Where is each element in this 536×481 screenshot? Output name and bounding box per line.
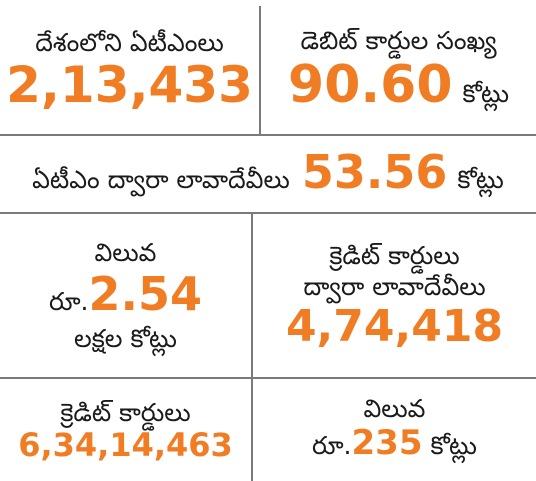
divider-col-bottom (251, 379, 253, 481)
value-left-row: రూ. 2.54 (49, 266, 202, 323)
atm-transactions-row: ఏటీఎం ద్వారా లావాదేవీలు 53.56 కోట్లు (32, 147, 504, 201)
divider-row-3 (0, 377, 536, 379)
atm-transactions-value: 53.56 (301, 145, 448, 199)
stat-debit-cards: డెబిట్ కార్డుల సంఖ్య 90.60 కోట్లు (261, 6, 536, 134)
credit-transactions-value: 4,74,418 (285, 300, 504, 352)
divider-row-2 (0, 212, 536, 214)
atm-transactions-label: ఏటీఎం ద్వారా లావాదేవీలు (32, 165, 290, 194)
debit-cards-value-row: 90.60 కోట్లు (288, 54, 509, 115)
stat-credit-transactions: క్రెడిట్ కార్డులు ద్వారా లావాదేవీలు 4,74… (253, 214, 536, 377)
divider-row-1 (0, 134, 536, 136)
atm-transactions-unit: కోట్లు (457, 165, 504, 194)
stat-value-right: విలువ రూ. 235 కోట్లు (253, 379, 536, 481)
divider-col-middle (251, 214, 253, 377)
stat-credit-cards: క్రెడిట్ కార్డులు 6,34,14,463 (0, 379, 251, 481)
value-left-prefix: రూ. (49, 286, 89, 316)
credit-cards-label: క్రెడిట్ కార్డులు (60, 397, 191, 427)
value-right-row: రూ. 235 కోట్లు (312, 422, 477, 467)
credit-cards-value: 6,34,14,463 (18, 426, 233, 465)
value-left-unit: లక్షల కోట్లు (74, 323, 177, 353)
value-right-prefix: రూ. (312, 430, 352, 460)
debit-cards-value: 90.60 (288, 54, 453, 115)
debit-cards-label: డెబిట్ కార్డుల సంఖ్య (300, 26, 497, 56)
value-left-label: విలువ (94, 238, 157, 268)
atms-label: దేశంలోని ఏటీఎంలు (35, 27, 224, 57)
value-left-value: 2.54 (88, 266, 202, 321)
value-right-label: విలువ (363, 394, 426, 424)
value-right-value: 235 (351, 422, 423, 463)
divider-col-top (259, 6, 261, 134)
credit-transactions-label-1: క్రెడిట్ కార్డులు (329, 241, 460, 271)
debit-cards-unit: కోట్లు (462, 78, 509, 108)
stat-value-left: విలువ రూ. 2.54 లక్షల కోట్లు (0, 214, 251, 377)
stat-atm-transactions: ఏటీఎం ద్వారా లావాదేవీలు 53.56 కోట్లు (0, 136, 536, 212)
credit-transactions-label-2: ద్వారా లావాదేవీలు (303, 272, 486, 302)
value-right-unit: కోట్లు (430, 430, 477, 460)
stat-atms: దేశంలోని ఏటీఎంలు 2,13,433 (0, 6, 259, 134)
atms-value: 2,13,433 (6, 56, 253, 115)
